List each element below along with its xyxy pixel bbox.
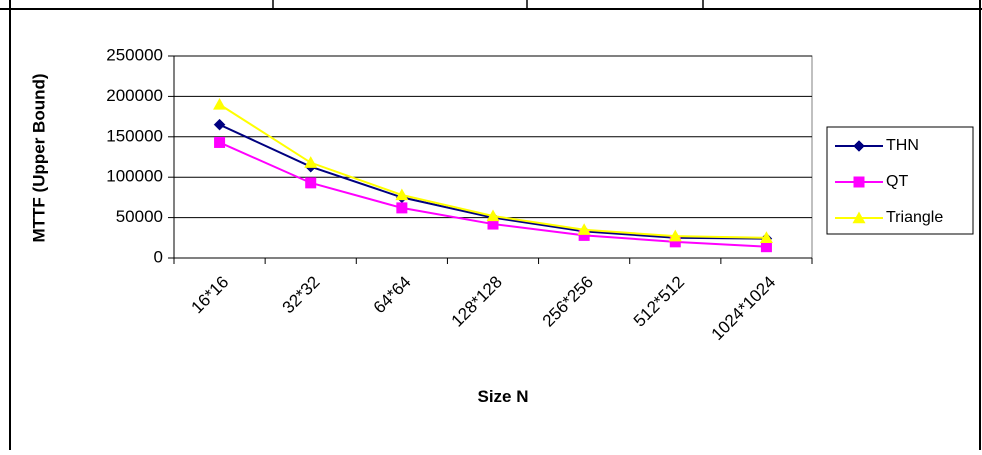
series-layer [213,97,773,253]
y-tick-label: 50000 [116,207,163,226]
y-tick-label: 0 [154,247,163,266]
y-axis-title: MTTF (Upper Bound) [29,73,48,242]
data-point [487,218,499,230]
y-axis-ticks: 0 50000 100000 150000 200000 250000 [106,45,174,266]
x-tick-label: 128*128 [448,272,506,330]
grid-lines [174,55,812,219]
x-axis-ticks: 16*16 32*32 64*64 128*128 256*256 512*512 1024… [173,258,813,344]
data-point [577,223,591,235]
data-point [304,156,318,168]
y-tick-label: 250000 [106,45,163,64]
x-tick-label: 16*16 [188,272,233,317]
series-qt [214,136,772,253]
data-point [213,118,226,131]
data-point [578,229,590,241]
legend-label: THN [886,137,919,154]
data-point [305,177,317,189]
data-point [669,236,681,248]
data-point [395,188,409,201]
legend-label: Triangle [886,209,943,226]
x-tick-label: 1024*1024 [708,272,780,344]
x-axis-title: Size N [477,387,528,406]
legend: THN QT Triangle [826,126,974,235]
x-tick-label: 512*512 [630,272,688,330]
legend-label: QT [886,173,908,190]
x-tick-label: 64*64 [370,272,415,317]
data-point [396,202,408,214]
y-tick-label: 150000 [106,126,163,145]
legend-item-triangle: Triangle [835,209,943,226]
legend-marker [852,211,866,224]
y-tick-label: 100000 [106,167,163,186]
legend-item-qt: QT [835,173,908,190]
legend-item-thn: THN [835,137,919,154]
data-point [759,231,773,243]
data-point [668,229,682,242]
data-point [486,209,500,222]
series-triangle [213,97,773,243]
x-tick-label: 32*32 [279,272,324,317]
x-tick-label: 256*256 [539,272,597,330]
data-point [214,136,226,148]
legend-marker [853,176,865,188]
data-point [760,241,772,253]
data-point [213,97,227,110]
legend-marker [853,140,865,152]
y-tick-label: 200000 [106,86,163,105]
legend-box [826,126,974,235]
